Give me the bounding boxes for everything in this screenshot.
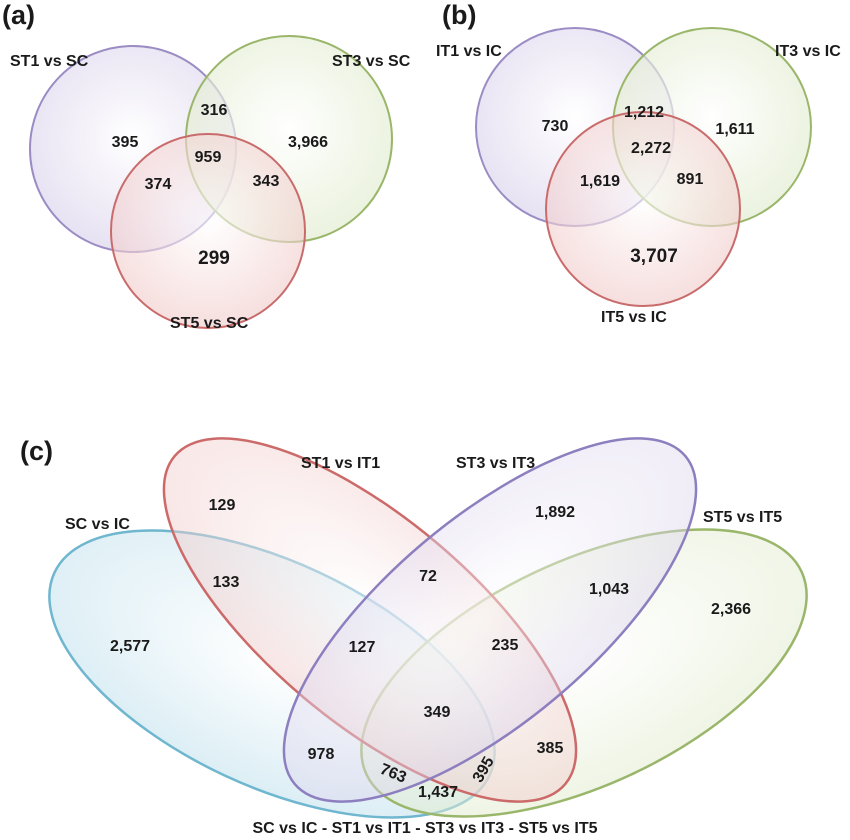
circle-st5-vs-sc <box>110 133 306 329</box>
panel-c-label: (c) <box>20 436 53 466</box>
region-count: 891 <box>677 171 704 188</box>
panel-a: (a) ST1 vs SC ST3 vs SC ST5 vs SC 395 3,… <box>2 0 411 332</box>
region-count: 1,043 <box>589 581 629 598</box>
region-count: 374 <box>145 176 172 193</box>
ellipse-st3-vs-it3 <box>282 437 698 803</box>
panel-c: (c) SC vs IC ST1 vs IT1 ST3 vs IT3 ST5 v… <box>20 436 808 837</box>
region-count: 299 <box>198 248 230 269</box>
set-label-st5-vs-sc: ST5 vs SC <box>170 315 249 332</box>
set-label-sc-vs-ic: SC vs IC <box>65 516 130 533</box>
region-count: 730 <box>542 118 569 135</box>
region-count: 3,707 <box>630 246 678 267</box>
set-label-it3-vs-ic: IT3 vs IC <box>775 43 841 60</box>
set-label-st1-vs-sc: ST1 vs SC <box>10 53 89 70</box>
region-count: 978 <box>308 746 335 763</box>
region-count: 1,619 <box>580 173 620 190</box>
region-count: 349 <box>424 704 451 721</box>
panel-b: (b) IT1 vs IC IT3 vs IC IT5 vs IC 730 1,… <box>436 0 841 326</box>
region-count: 133 <box>213 574 240 591</box>
set-label-st1-vs-it1: ST1 vs IT1 <box>301 455 380 472</box>
region-count: 235 <box>492 637 519 654</box>
region-count: 1,437 <box>418 784 458 801</box>
region-count: 2,366 <box>711 601 751 618</box>
region-count: 2,577 <box>110 638 150 655</box>
region-count: 316 <box>201 102 228 119</box>
set-label-it5-vs-ic: IT5 vs IC <box>601 309 667 326</box>
circle-it5-vs-ic <box>545 111 741 307</box>
region-count: 959 <box>195 149 222 166</box>
panel-a-label: (a) <box>2 0 35 30</box>
region-count: 3,966 <box>288 134 328 151</box>
region-count: 72 <box>419 568 437 585</box>
set-label-st5-vs-it5: ST5 vs IT5 <box>703 509 782 526</box>
figure-caption: SC vs IC - ST1 vs IT1 - ST3 vs IT3 - ST5… <box>252 820 597 837</box>
region-count: 1,212 <box>624 104 664 121</box>
set-label-it1-vs-ic: IT1 vs IC <box>436 43 502 60</box>
region-count: 1,892 <box>535 504 575 521</box>
region-count: 395 <box>112 134 139 151</box>
region-count: 127 <box>349 639 376 656</box>
panel-b-label: (b) <box>442 0 476 30</box>
region-count: 1,611 <box>715 121 754 138</box>
set-label-st3-vs-it3: ST3 vs IT3 <box>456 455 535 472</box>
region-count: 2,272 <box>631 140 671 157</box>
region-count: 129 <box>209 497 236 514</box>
set-label-st3-vs-sc: ST3 vs SC <box>332 53 411 70</box>
region-count: 343 <box>253 173 280 190</box>
region-count: 385 <box>537 740 564 757</box>
